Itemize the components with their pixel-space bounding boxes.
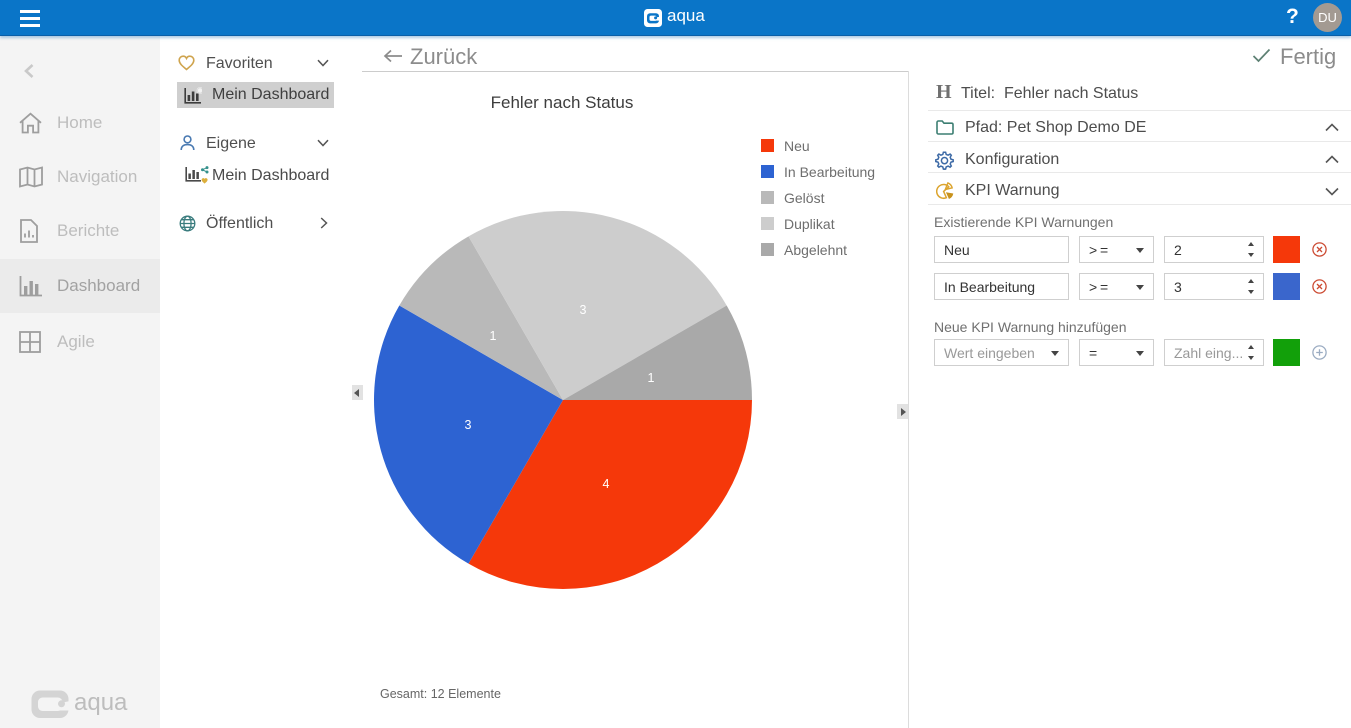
svg-text:1: 1 — [490, 329, 497, 343]
svg-text:1: 1 — [648, 371, 655, 385]
svg-text:3: 3 — [465, 418, 472, 432]
svg-text:3: 3 — [580, 303, 587, 317]
svg-text:4: 4 — [603, 477, 610, 491]
